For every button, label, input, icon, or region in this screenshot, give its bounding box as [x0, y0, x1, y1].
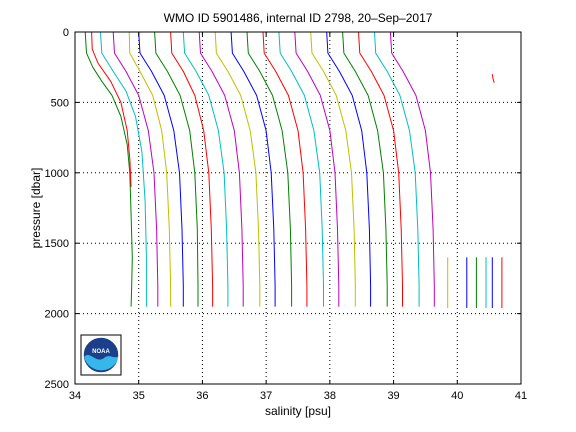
profile-line-1 — [84, 31, 133, 307]
grid-lines — [75, 32, 521, 384]
y-tick-label: 1500 — [45, 238, 69, 250]
profile-line-7 — [154, 31, 199, 307]
profile-line-3 — [100, 31, 147, 307]
profile-line-11 — [214, 31, 261, 307]
x-tick-labels: 34 35 36 37 38 39 40 41 — [69, 390, 527, 402]
y-axis-label: pressure [dbar] — [29, 168, 43, 249]
profile-line-20 — [358, 31, 403, 307]
profile-line-18 — [326, 31, 372, 307]
y-tick-label: 2500 — [45, 379, 69, 391]
profile-line-2 — [91, 31, 132, 187]
noaa-logo: NOAA — [80, 334, 122, 376]
x-tick-label: 37 — [260, 390, 272, 402]
profile-line-6 — [138, 31, 184, 307]
y-tick-label: 2000 — [45, 309, 69, 321]
svg-text:NOAA: NOAA — [92, 349, 110, 355]
x-tick-label: 34 — [69, 390, 81, 402]
x-axis-label: salinity [psu] — [265, 404, 331, 418]
profile-line-13 — [246, 31, 293, 307]
y-tick-label: 1000 — [45, 168, 69, 180]
profile-line-12 — [230, 31, 276, 307]
x-tick-label: 36 — [196, 390, 208, 402]
x-tick-label: 39 — [387, 390, 399, 402]
plot-frame — [74, 31, 522, 385]
x-tick-label: 38 — [324, 390, 336, 402]
profile-line-14 — [262, 31, 308, 307]
profile-line-19 — [342, 31, 388, 307]
profile-line-5 — [128, 31, 172, 307]
profile-series — [84, 31, 503, 308]
profile-line-8 — [170, 31, 214, 307]
y-tick-labels: 0 500 1000 1500 2000 2500 — [45, 27, 69, 391]
y-tick-label: 500 — [51, 97, 69, 109]
profile-line-16 — [294, 31, 340, 307]
chart-title: WMO ID 5901486, internal ID 2798, 20–Sep… — [164, 11, 433, 25]
x-tick-label: 40 — [451, 390, 463, 402]
profile-line-4 — [112, 31, 159, 307]
profile-line-26 — [491, 74, 495, 83]
x-tick-label: 35 — [133, 390, 145, 402]
profile-line-21 — [374, 31, 420, 307]
profile-line-17 — [310, 31, 356, 307]
profile-line-22 — [389, 31, 435, 307]
profile-line-15 — [278, 31, 324, 307]
profile-line-10 — [198, 31, 244, 307]
axis-ticks — [74, 31, 522, 385]
y-tick-label: 0 — [63, 27, 69, 39]
profile-line-9 — [182, 31, 229, 307]
x-tick-label: 41 — [515, 390, 527, 402]
